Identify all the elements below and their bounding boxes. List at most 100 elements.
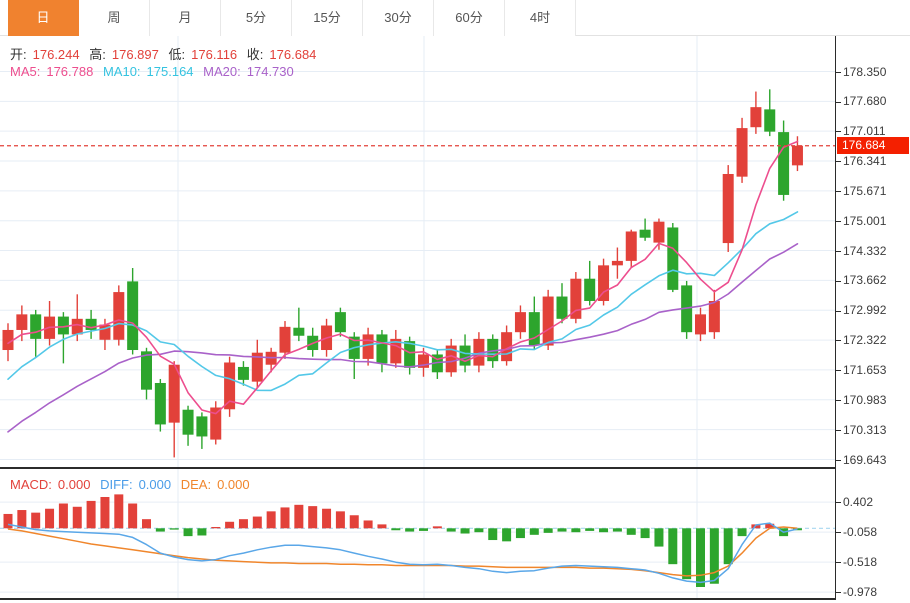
macd-histogram-bar	[640, 528, 650, 539]
high-value: 176.897	[111, 47, 159, 62]
ma5-line	[7, 140, 799, 415]
price-tick-label: 175.671	[836, 184, 886, 198]
macd-histogram-bar	[460, 528, 470, 534]
candle	[528, 296, 540, 351]
candle	[625, 229, 637, 268]
macd-histogram-bar	[142, 519, 151, 529]
low-label: 低:	[168, 47, 186, 62]
macd-histogram-bar	[363, 520, 373, 529]
candle	[598, 258, 610, 306]
candle	[445, 338, 457, 377]
candlestick-chart	[0, 36, 835, 467]
ma-legend: MA5: 176.788 MA10: 175.164 MA20: 174.730	[10, 64, 300, 79]
candle	[431, 350, 443, 379]
diff-label: DIFF:	[100, 477, 133, 492]
price-tick-label: 170.313	[836, 423, 886, 437]
dea-label: DEA:	[180, 477, 212, 492]
macd-histogram-bar	[322, 508, 332, 529]
macd-histogram-bar	[668, 528, 678, 565]
macd-histogram-bar	[723, 528, 733, 565]
macd-histogram-bar	[252, 516, 262, 529]
candle	[168, 361, 180, 458]
tab-timeframe-1[interactable]: 周	[79, 0, 150, 36]
candle	[681, 280, 693, 339]
candle	[584, 260, 596, 306]
macd-histogram-bar	[211, 526, 221, 529]
price-tick-label: 175.001	[836, 214, 886, 228]
ma10-label: MA10:	[102, 64, 141, 79]
candle	[362, 327, 374, 366]
tick-mark	[836, 250, 841, 252]
candle	[570, 272, 582, 324]
timeframe-tabbar: 日周月 5分 15分 30分 60分 4时	[0, 0, 910, 36]
macd-panel-canvas[interactable]: MACD: 0.000 DIFF: 0.000 DEA: 0.000	[0, 469, 835, 600]
close-label: 收:	[246, 47, 264, 62]
candle	[127, 268, 139, 355]
macd-tick-label: -0.978	[836, 585, 877, 599]
macd-chart	[0, 469, 835, 598]
macd-histogram-bar	[197, 528, 207, 536]
candle	[501, 325, 513, 366]
tick-mark	[836, 340, 841, 342]
price-axis: 178.350 177.680 177.011 176.341 175.671 175.0…	[835, 36, 910, 600]
open-label: 开:	[10, 47, 27, 62]
tick-mark	[836, 71, 841, 73]
diff-line	[7, 522, 798, 584]
macd-value: 0.000	[57, 477, 91, 492]
macd-histogram-bar	[612, 528, 622, 532]
tab-timeframe-4[interactable]: 15分	[292, 0, 363, 36]
candle	[154, 378, 166, 432]
candle	[141, 347, 152, 400]
price-tick-label: 177.011	[836, 124, 886, 138]
macd-histogram-bar	[696, 528, 705, 587]
ma10-line	[7, 211, 799, 392]
candle	[667, 223, 679, 293]
tick-mark	[836, 131, 841, 133]
tab-timeframe-2[interactable]: 月	[150, 0, 221, 36]
price-tick-label: 173.662	[836, 273, 886, 287]
macd-histogram-bar	[557, 528, 567, 532]
low-value: 176.116	[191, 47, 238, 62]
ma5-label: MA5:	[10, 64, 41, 79]
macd-tick-label: 0.402	[836, 495, 873, 509]
macd-histogram-bar	[3, 513, 13, 529]
tab-timeframe-7[interactable]: 4时	[505, 0, 576, 36]
candle	[2, 323, 14, 362]
tick-mark	[836, 502, 841, 504]
candle	[224, 356, 236, 417]
tick-mark	[836, 400, 841, 402]
diff-value: 0.000	[138, 477, 172, 492]
macd-histogram-bar	[585, 528, 595, 531]
ma20-value: 174.730	[246, 64, 294, 79]
price-tick-label: 170.983	[836, 393, 886, 407]
tick-mark	[836, 221, 841, 223]
candle	[750, 91, 762, 134]
candle	[473, 332, 485, 373]
macd-histogram-bar	[391, 528, 401, 531]
ma20-line	[7, 243, 799, 433]
tick-mark	[836, 191, 841, 193]
tick-mark	[836, 101, 841, 103]
price-tick-label: 172.322	[836, 333, 886, 347]
tick-mark	[836, 592, 841, 594]
main-chart-canvas[interactable]: 开: 176.244 高: 176.897 低: 176.116 收: 176.684 …	[0, 36, 835, 469]
macd-histogram-bar	[502, 528, 512, 542]
candle	[542, 289, 554, 351]
macd-histogram-bar	[515, 528, 525, 539]
dea-line	[7, 526, 798, 577]
macd-histogram-bar	[626, 528, 636, 535]
ma20-label: MA20:	[203, 64, 241, 79]
candle	[251, 339, 263, 388]
macd-histogram-bar	[100, 496, 110, 529]
tab-timeframe-3[interactable]: 5分	[221, 0, 292, 36]
macd-histogram-bar	[571, 528, 581, 533]
tick-mark	[836, 562, 841, 564]
macd-histogram-bar	[86, 500, 96, 529]
tab-timeframe-5[interactable]: 30分	[363, 0, 434, 36]
candle	[639, 218, 651, 241]
tab-timeframe-6[interactable]: 60分	[434, 0, 505, 36]
price-tick-label: 176.341	[836, 154, 886, 168]
macd-histogram-bar	[280, 507, 290, 529]
tab-timeframe-0[interactable]: 日	[8, 0, 79, 36]
